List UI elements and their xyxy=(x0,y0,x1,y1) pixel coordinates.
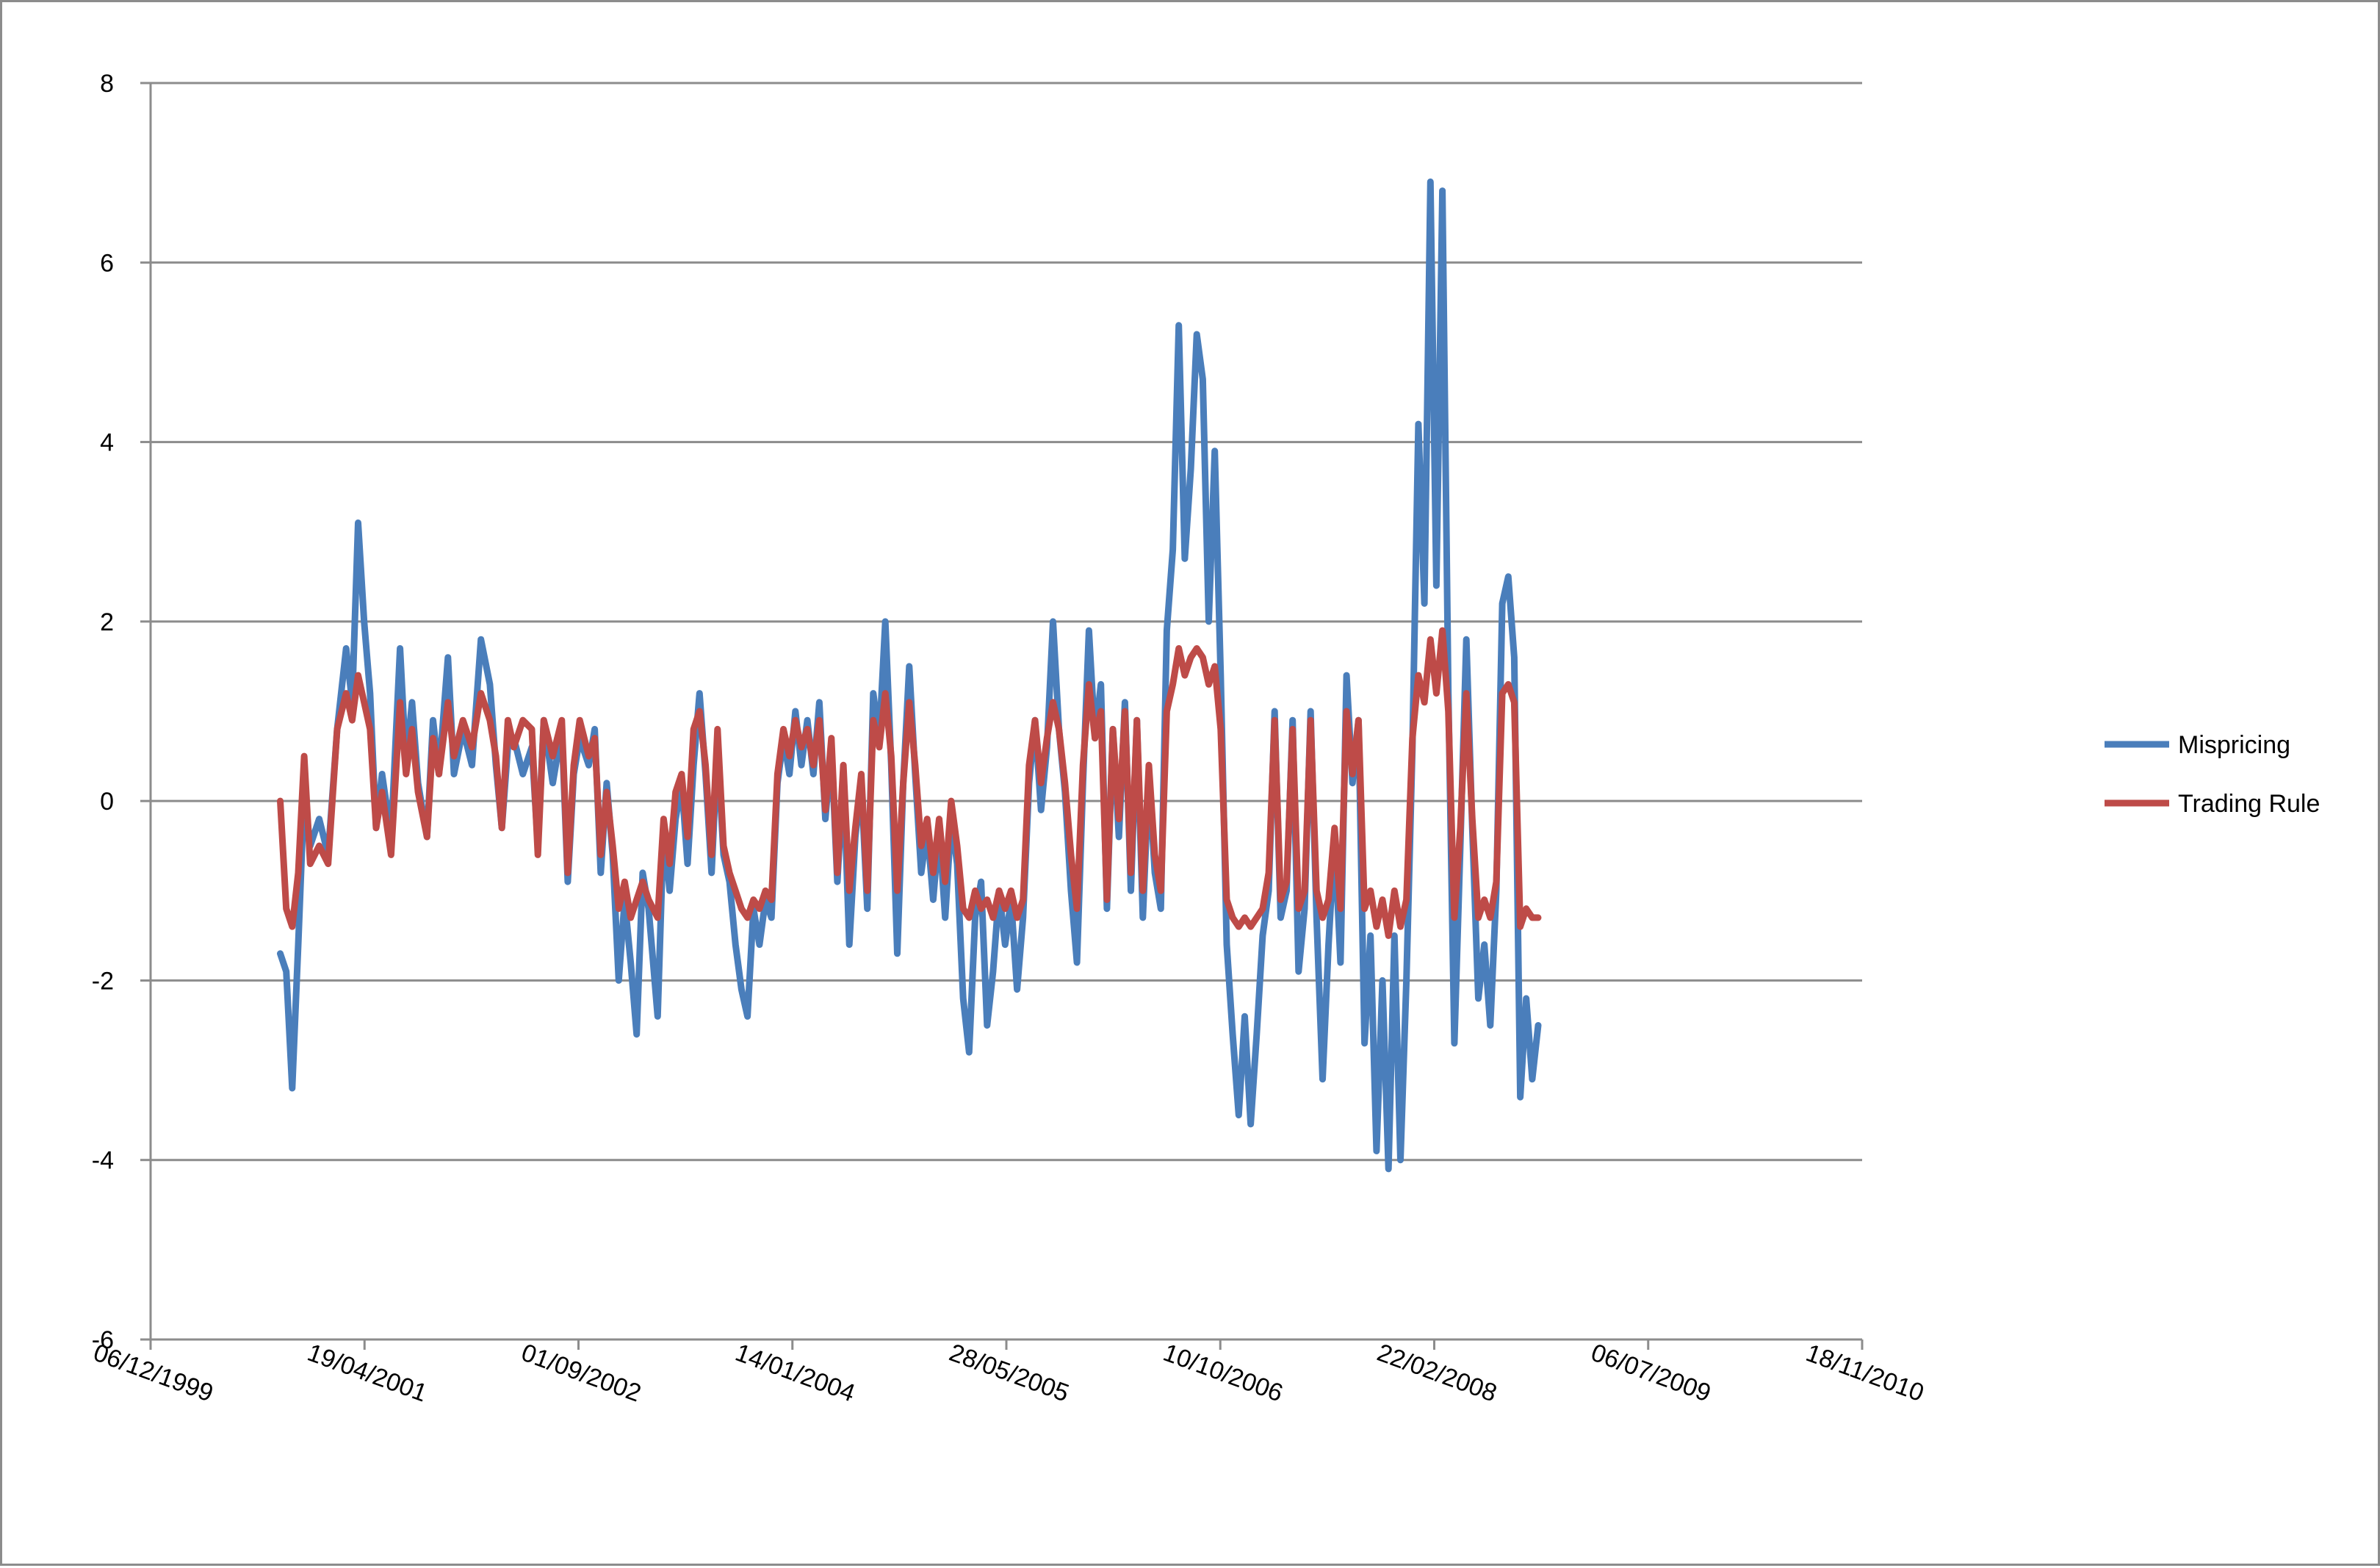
x-tick-label: 18/11/2010 xyxy=(1802,1339,1928,1407)
y-tick-label: 4 xyxy=(100,429,114,457)
y-tick-label: 6 xyxy=(100,249,114,277)
axes xyxy=(140,82,1864,1350)
x-tick-label: 14/01/2004 xyxy=(732,1339,859,1408)
legend: Mispricing Trading Rule xyxy=(2105,731,2320,818)
y-tick-labels: 8 6 4 2 0 -2 -4 -6 xyxy=(92,70,114,1354)
y-tick-label: 2 xyxy=(100,608,114,636)
series-lines xyxy=(277,178,1542,1173)
x-tick-label: 19/04/2001 xyxy=(304,1339,431,1408)
series-line-trading-rule xyxy=(277,627,1542,939)
legend-label: Trading Rule xyxy=(2178,790,2320,818)
y-tick-label: -2 xyxy=(92,967,114,995)
x-tick-label: 22/02/2008 xyxy=(1374,1339,1501,1408)
y-tick-label: -6 xyxy=(92,1326,114,1354)
y-tick-label: 0 xyxy=(100,788,114,816)
x-tick-label: 10/10/2006 xyxy=(1160,1339,1287,1408)
gridlines xyxy=(151,82,1862,1341)
legend-label: Mispricing xyxy=(2178,731,2290,759)
y-tick-label: 8 xyxy=(100,70,114,98)
x-tick-label: 28/05/2005 xyxy=(945,1339,1072,1408)
y-tick-label: -4 xyxy=(92,1147,114,1175)
series-line-mispricing xyxy=(277,178,1542,1173)
x-tick-label: 06/12/1999 xyxy=(90,1339,217,1408)
x-tick-label: 06/07/2009 xyxy=(1587,1339,1714,1408)
x-tick-label: 01/09/2002 xyxy=(518,1339,645,1408)
